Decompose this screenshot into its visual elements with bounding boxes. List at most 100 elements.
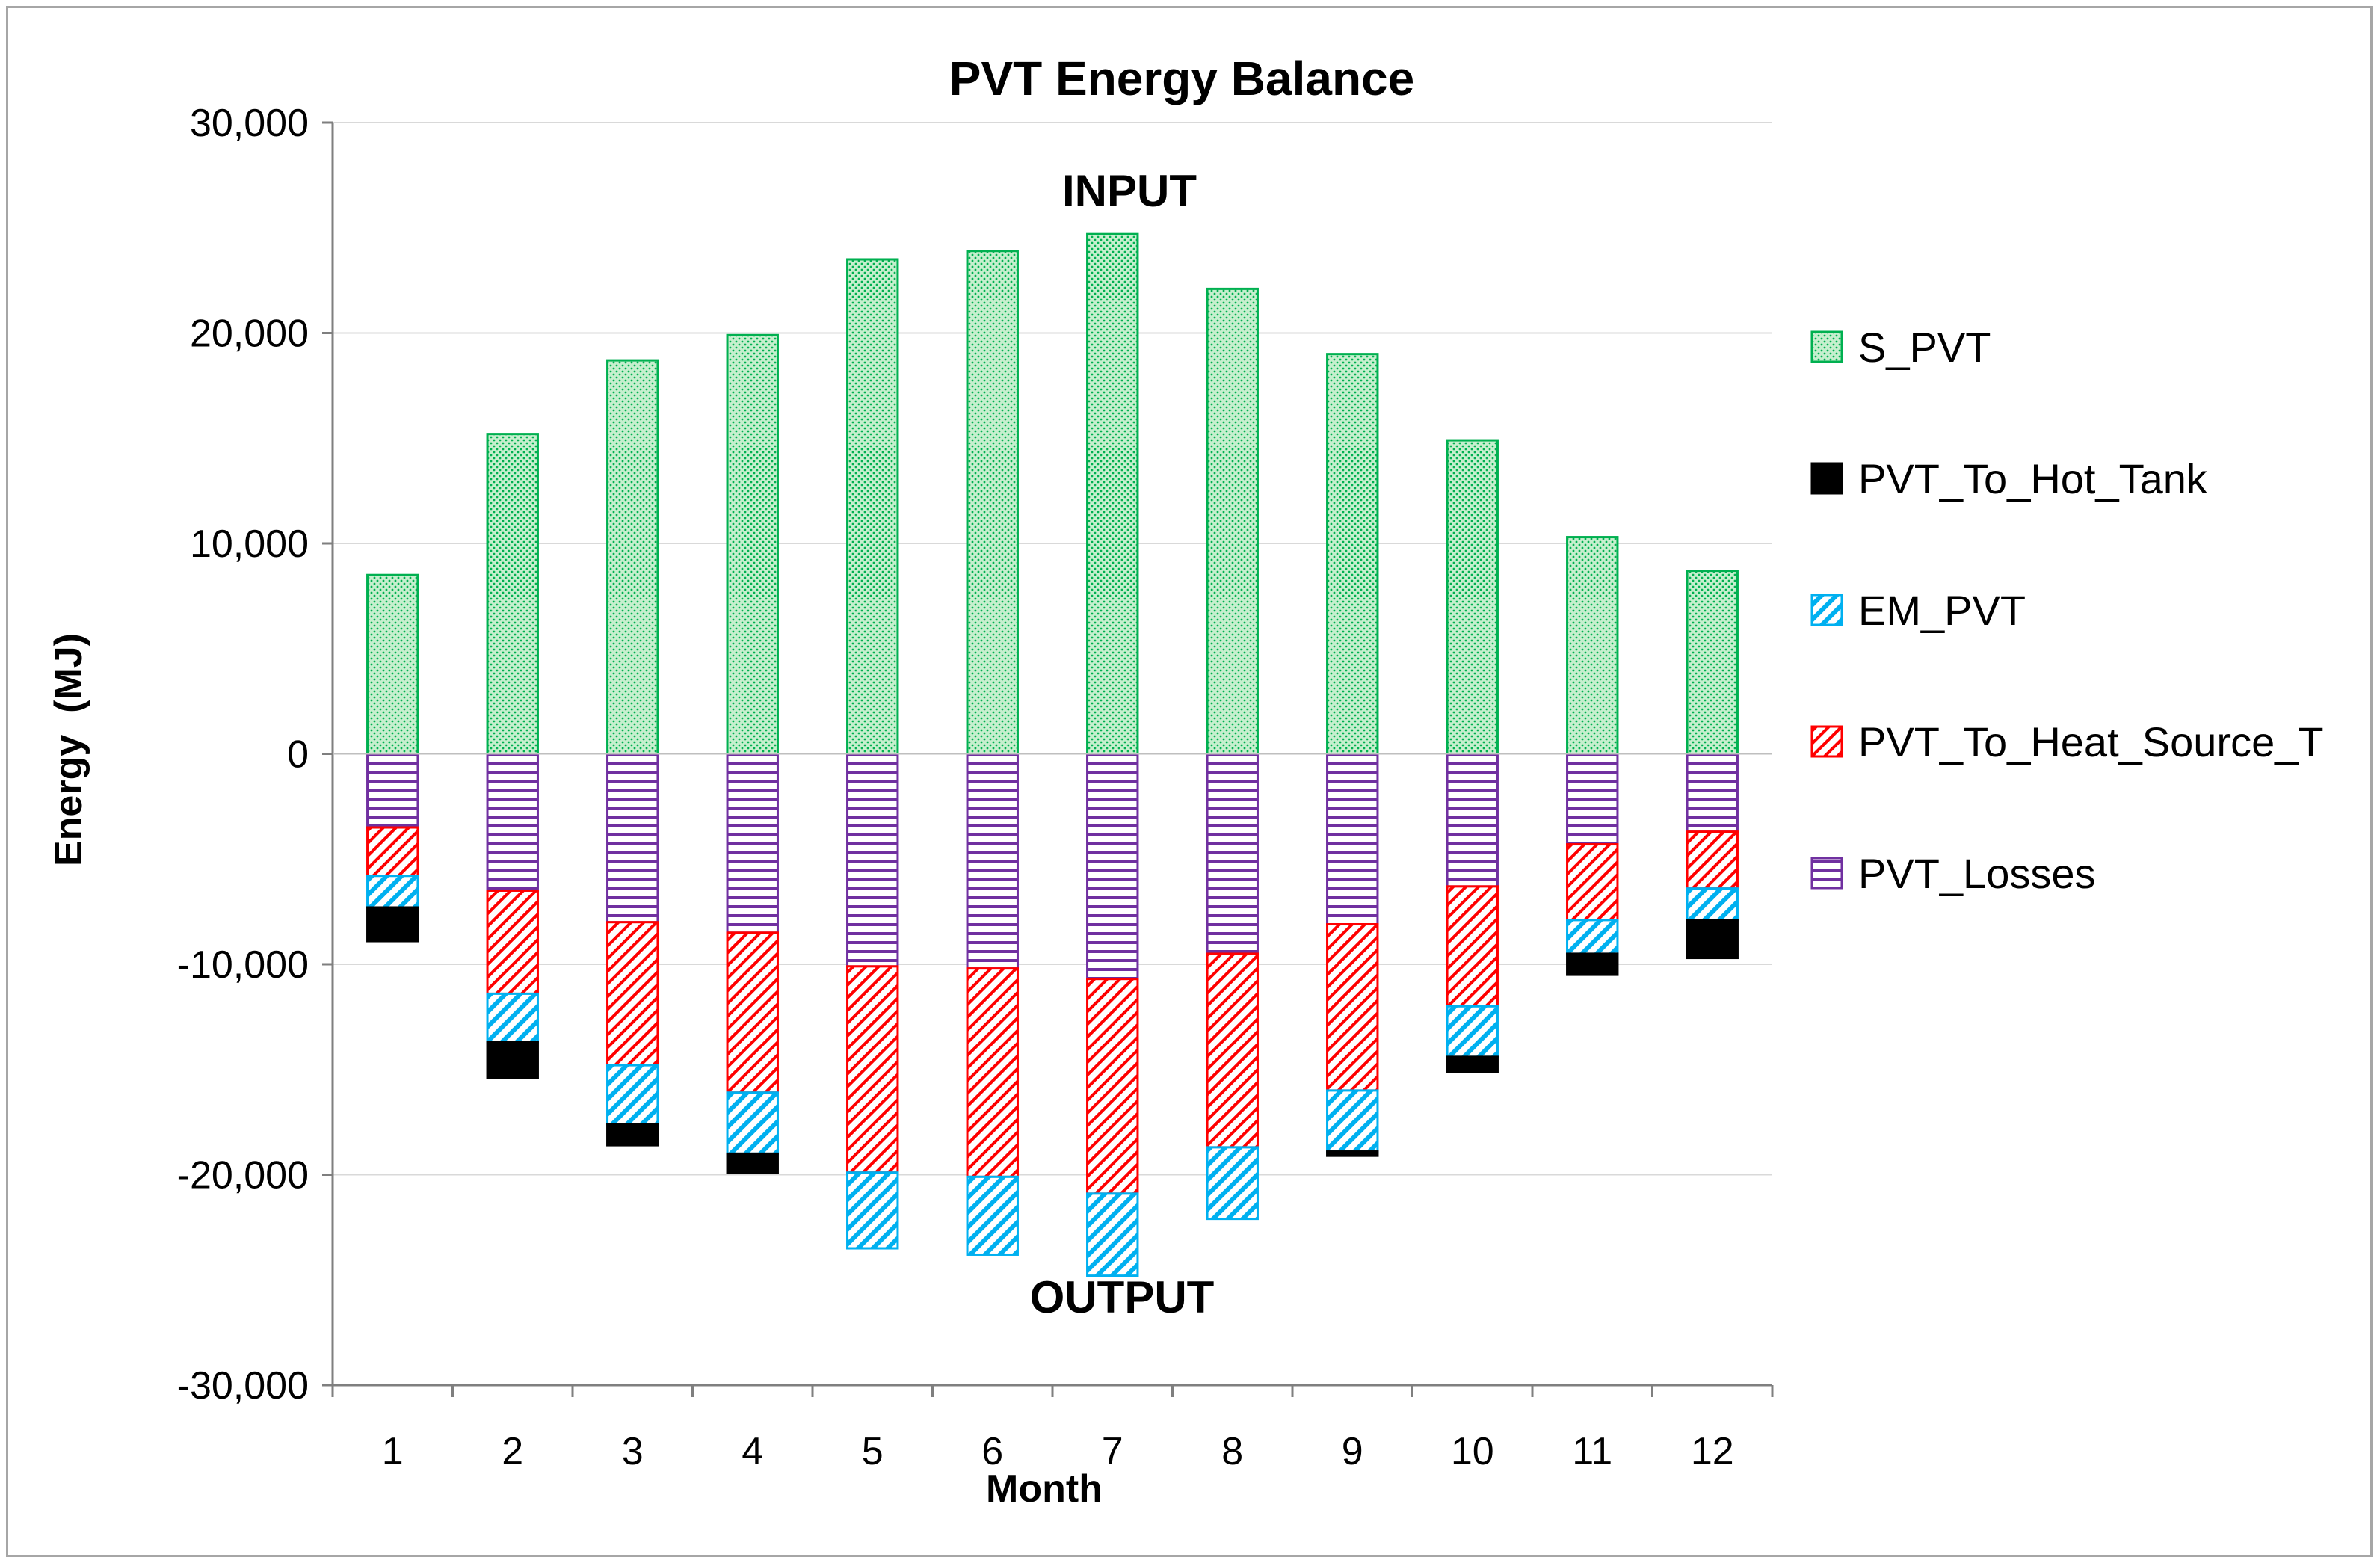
bar-s-pvt-month-11: [1566, 536, 1619, 755]
bar-pvt-to-heat-source-t-month-9: [1326, 923, 1379, 1092]
bar-em-pvt-month-5: [846, 1171, 899, 1250]
bar-em-pvt-month-9: [1326, 1089, 1379, 1153]
legend-swatch: [1810, 725, 1843, 758]
x-tick-label: 11: [1572, 1430, 1612, 1473]
bar-pvt-losses-month-12: [1686, 753, 1739, 833]
x-tick-label: 8: [1221, 1430, 1243, 1473]
pvt-energy-balance-chart: PVT Energy Balance 30,000 20,000 10,000 0 -1…: [47, 52, 2324, 1511]
y-tick-label: -30,000: [177, 1364, 309, 1408]
bar-s-pvt-month-7: [1086, 232, 1139, 755]
bar-em-pvt-month-6: [966, 1175, 1019, 1256]
annotation-input: INPUT: [1062, 166, 1197, 216]
axes: [331, 123, 1772, 1387]
bar-pvt-to-heat-source-t-month-11: [1566, 843, 1619, 922]
x-tick-label: 2: [502, 1430, 523, 1473]
legend-label: PVT_To_Heat_Source_T: [1858, 718, 2324, 765]
legend-swatch: [1810, 594, 1843, 626]
bar-em-pvt-month-10: [1446, 1005, 1499, 1058]
bar-pvt-to-hot-tank-month-3: [606, 1123, 659, 1147]
bar-s-pvt-month-4: [726, 333, 779, 755]
y-axis-ticks: 30,000 20,000 10,000 0 -10,000 -20,000 -30,000: [177, 102, 333, 1408]
x-tick-label: 10: [1451, 1430, 1494, 1473]
y-tick-label: 30,000: [190, 102, 309, 145]
bar-pvt-losses-month-5: [846, 753, 899, 968]
bar-pvt-to-heat-source-t-month-2: [486, 889, 539, 995]
bar-pvt-to-heat-source-t-month-3: [606, 921, 659, 1067]
chart-frame: PVT Energy Balance 30,000 20,000 10,000 0 -1…: [6, 6, 2373, 1557]
y-tick-label: -10,000: [177, 943, 309, 987]
annotation-output: OUTPUT: [1030, 1272, 1215, 1322]
bar-em-pvt-month-2: [486, 992, 539, 1044]
chart-title: PVT Energy Balance: [949, 52, 1414, 105]
bar-s-pvt-month-1: [366, 573, 419, 755]
bar-pvt-losses-month-6: [966, 753, 1019, 970]
bar-pvt-to-heat-source-t-month-1: [366, 826, 419, 878]
bar-pvt-to-hot-tank-month-9: [1326, 1150, 1379, 1157]
bar-s-pvt-month-12: [1686, 570, 1739, 755]
bar-pvt-losses-month-4: [726, 753, 779, 934]
bar-pvt-to-heat-source-t-month-4: [726, 931, 779, 1094]
y-tick-label: 0: [287, 733, 309, 777]
bar-pvt-to-heat-source-t-month-8: [1206, 952, 1259, 1149]
x-tick-label: 1: [382, 1430, 404, 1473]
bar-pvt-to-hot-tank-month-11: [1566, 952, 1619, 976]
legend-item-pvt-to-hot-tank: PVT_To_Hot_Tank: [1810, 455, 2208, 502]
y-tick-label: 20,000: [190, 312, 309, 356]
bar-pvt-to-hot-tank-month-2: [486, 1041, 539, 1079]
bar-s-pvt-month-6: [966, 250, 1019, 755]
legend-label: PVT_To_Hot_Tank: [1858, 455, 2208, 502]
bar-pvt-losses-month-10: [1446, 753, 1499, 888]
bar-em-pvt-month-12: [1686, 887, 1739, 922]
legend-item-em-pvt: EM_PVT: [1810, 587, 2026, 634]
bar-s-pvt-month-10: [1446, 439, 1499, 755]
x-tick-label: 7: [1102, 1430, 1123, 1473]
bar-pvt-losses-month-1: [366, 753, 419, 829]
x-tick-label: 3: [622, 1430, 644, 1473]
bar-em-pvt-month-11: [1566, 919, 1619, 955]
bar-pvt-losses-month-3: [606, 753, 659, 924]
bar-s-pvt-month-9: [1326, 353, 1379, 755]
bar-pvt-losses-month-9: [1326, 753, 1379, 926]
legend-label: S_PVT: [1858, 324, 1991, 371]
bar-pvt-to-hot-tank-month-1: [366, 906, 419, 943]
bar-em-pvt-month-1: [366, 875, 419, 909]
legend-item-pvt-losses: PVT_Losses: [1810, 850, 2096, 897]
x-tick-label: 9: [1342, 1430, 1363, 1473]
gridlines: [333, 122, 1772, 1176]
bars: [366, 232, 1739, 1277]
x-axis-label: Month: [986, 1467, 1103, 1511]
legend-item-pvt-to-heat-source-t: PVT_To_Heat_Source_T: [1810, 718, 2324, 765]
legend-label: PVT_Losses: [1858, 850, 2096, 897]
bar-pvt-losses-month-8: [1206, 753, 1259, 955]
x-tick-label: 12: [1691, 1430, 1734, 1473]
bar-pvt-to-hot-tank-month-4: [726, 1152, 779, 1174]
bar-pvt-to-heat-source-t-month-10: [1446, 885, 1499, 1008]
bar-em-pvt-month-8: [1206, 1146, 1259, 1221]
bar-pvt-to-hot-tank-month-12: [1686, 919, 1739, 960]
bar-em-pvt-month-7: [1086, 1192, 1139, 1277]
bar-pvt-to-heat-source-t-month-7: [1086, 978, 1139, 1195]
bar-em-pvt-month-3: [606, 1064, 659, 1126]
legend-swatch: [1810, 857, 1843, 890]
bar-s-pvt-month-8: [1206, 287, 1259, 755]
legend-item-s-pvt: S_PVT: [1810, 324, 1991, 371]
x-tick-label: 4: [742, 1430, 763, 1473]
legend: S_PVT PVT_To_Hot_Tank EM_PVT PVT_To_Heat_So…: [1810, 324, 2324, 897]
legend-label: EM_PVT: [1858, 587, 2026, 634]
x-axis-ticks: 1 2 3 4 5 6 7 8 9 10 11 12: [331, 1385, 1774, 1473]
bar-pvt-losses-month-7: [1086, 753, 1139, 981]
y-tick-label: -20,000: [177, 1154, 309, 1197]
legend-swatch: [1810, 462, 1843, 495]
x-tick-label: 6: [981, 1430, 1003, 1473]
x-tick-label: 5: [862, 1430, 884, 1473]
bar-pvt-to-heat-source-t-month-12: [1686, 830, 1739, 890]
bar-pvt-to-heat-source-t-month-6: [966, 967, 1019, 1178]
bar-pvt-losses-month-11: [1566, 753, 1619, 846]
bar-pvt-to-heat-source-t-month-5: [846, 965, 899, 1174]
y-axis-label: Energy (MJ): [47, 633, 90, 866]
bar-pvt-to-hot-tank-month-10: [1446, 1055, 1499, 1073]
bar-s-pvt-month-3: [606, 359, 659, 756]
bar-pvt-losses-month-2: [486, 753, 539, 892]
bar-em-pvt-month-4: [726, 1091, 779, 1155]
y-tick-label: 10,000: [190, 522, 309, 566]
